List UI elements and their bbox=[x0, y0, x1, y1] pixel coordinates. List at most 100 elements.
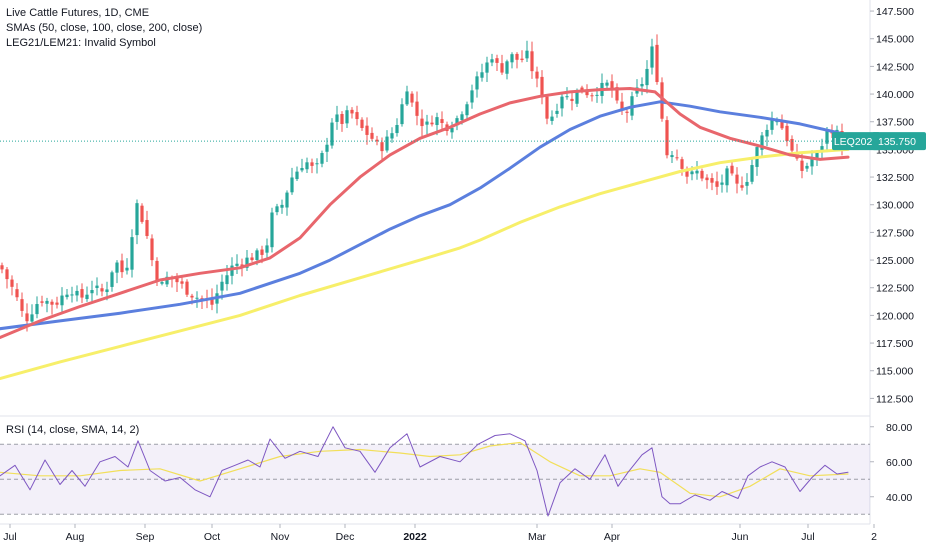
candle-body bbox=[505, 61, 509, 74]
candle-body bbox=[745, 181, 749, 186]
price-tick-label: 140.000 bbox=[876, 89, 914, 101]
candle-body bbox=[680, 159, 684, 169]
candle-body bbox=[110, 272, 114, 287]
candle-body bbox=[465, 104, 469, 116]
sma-200-line bbox=[0, 147, 850, 380]
candle-body bbox=[20, 299, 24, 311]
candle-body bbox=[190, 295, 194, 298]
candle-body bbox=[695, 170, 699, 174]
candle-body bbox=[140, 205, 144, 222]
candle-body bbox=[645, 68, 649, 86]
price-tick-label: 125.000 bbox=[876, 255, 914, 267]
candle-body bbox=[305, 162, 309, 170]
candle-body bbox=[700, 170, 704, 179]
candle-body bbox=[820, 146, 824, 151]
candle-body bbox=[0, 265, 4, 270]
candle-body bbox=[365, 125, 369, 135]
candle-body bbox=[815, 152, 819, 158]
candle-body bbox=[660, 82, 664, 119]
legend-sma-study: SMAs (50, close, 100, close, 200, close) bbox=[6, 22, 203, 34]
candle-body bbox=[650, 46, 654, 68]
candle-body bbox=[260, 249, 264, 255]
candle-body bbox=[615, 87, 619, 101]
candle-body bbox=[550, 116, 554, 121]
candle-body bbox=[640, 83, 644, 87]
candle-body bbox=[515, 53, 519, 60]
price-tick-label: 145.000 bbox=[876, 34, 914, 46]
candle-body bbox=[370, 132, 374, 139]
time-tick-label: Sep bbox=[136, 531, 155, 543]
time-tick-label: Oct bbox=[204, 531, 220, 543]
candle-body bbox=[560, 96, 564, 109]
time-tick-label: Jul bbox=[3, 531, 16, 543]
candle-body bbox=[135, 203, 139, 236]
candle-body bbox=[670, 155, 674, 158]
candle-body bbox=[220, 281, 224, 291]
candle-body bbox=[585, 91, 589, 96]
price-tick-label: 147.500 bbox=[876, 6, 914, 18]
candle-body bbox=[255, 250, 259, 260]
candle-body bbox=[750, 165, 754, 182]
candle-body bbox=[30, 314, 34, 322]
candle-body bbox=[245, 257, 249, 268]
price-tick-label: 120.000 bbox=[876, 310, 914, 322]
candle-body bbox=[195, 297, 199, 299]
candle-body bbox=[120, 260, 124, 273]
candle-body bbox=[385, 136, 389, 151]
candle-body bbox=[280, 204, 284, 208]
time-tick-label: Nov bbox=[271, 531, 290, 543]
candle-body bbox=[475, 76, 479, 90]
candle-body bbox=[590, 95, 594, 97]
rsi-lines bbox=[0, 426, 849, 517]
candle-body bbox=[210, 297, 214, 305]
price-tick-label: 132.500 bbox=[876, 172, 914, 184]
candle-body bbox=[145, 220, 149, 236]
candle-body bbox=[45, 300, 49, 304]
candle-body bbox=[10, 279, 14, 287]
candle-body bbox=[500, 63, 504, 73]
candle-body bbox=[80, 289, 84, 298]
candle-body bbox=[470, 90, 474, 103]
candle-body bbox=[520, 58, 524, 60]
price-tick-label: 122.500 bbox=[876, 283, 914, 295]
candle-body bbox=[340, 114, 344, 124]
candle-body bbox=[610, 81, 614, 90]
candle-body bbox=[720, 182, 724, 185]
candle-body bbox=[90, 290, 94, 294]
candle-body bbox=[665, 120, 669, 156]
rsi-tick-label: 40.00 bbox=[886, 492, 912, 504]
candle-body bbox=[310, 162, 314, 166]
sma-50-line bbox=[0, 87, 850, 339]
candle-body bbox=[240, 264, 244, 266]
candle-body bbox=[705, 177, 709, 181]
time-tick-label: Mar bbox=[528, 531, 547, 543]
candle-body bbox=[735, 174, 739, 184]
price-tick-label: 142.500 bbox=[876, 61, 914, 73]
candle-body bbox=[535, 71, 539, 79]
candle-body bbox=[395, 124, 399, 134]
candle-body bbox=[70, 294, 74, 296]
candle-body bbox=[415, 101, 419, 116]
candle-body bbox=[685, 168, 689, 177]
candle-body bbox=[400, 104, 404, 125]
candle-body bbox=[330, 122, 334, 146]
candle-body bbox=[450, 127, 454, 133]
candle-body bbox=[40, 301, 44, 303]
candle-body bbox=[455, 118, 459, 126]
candle-body bbox=[605, 82, 609, 86]
candle-body bbox=[350, 109, 354, 114]
candle-body bbox=[760, 135, 764, 150]
candle-body bbox=[55, 302, 59, 305]
candle-body bbox=[290, 177, 294, 193]
candle-body bbox=[380, 142, 384, 152]
last-price-label-box bbox=[872, 132, 926, 151]
candle-body bbox=[620, 101, 624, 111]
candle-body bbox=[375, 139, 379, 142]
candle-body bbox=[5, 269, 9, 280]
candle-body bbox=[460, 114, 464, 121]
candle-body bbox=[540, 76, 544, 98]
candle-body bbox=[725, 168, 729, 186]
candle-body bbox=[390, 133, 394, 139]
time-tick-label: Apr bbox=[604, 531, 621, 543]
